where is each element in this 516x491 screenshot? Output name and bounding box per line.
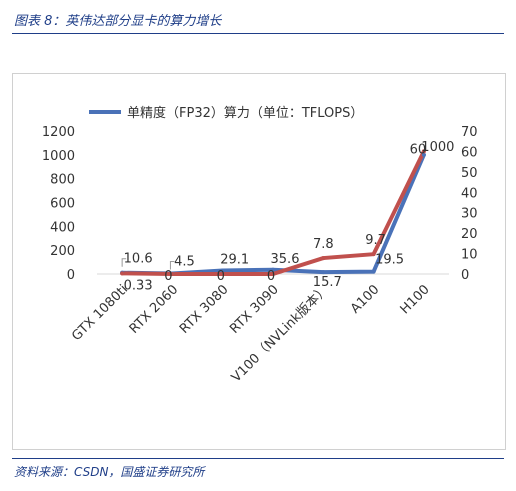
data-label-secondary: 0.33 xyxy=(124,278,153,293)
data-point-secondary xyxy=(120,271,125,276)
data-point-secondary xyxy=(421,149,426,154)
data-label-fp32: 4.5 xyxy=(174,254,195,269)
y-right-tick-label: 30 xyxy=(461,207,478,222)
legend-label: 单精度（FP32）算力（单位：TFLOPS） xyxy=(127,105,363,121)
x-tick-label: GTX 1080ti xyxy=(69,282,131,344)
source-rule xyxy=(12,458,504,459)
data-label-secondary: 9.7 xyxy=(365,233,386,248)
data-point-secondary xyxy=(271,272,275,276)
y-left-tick-label: 0 xyxy=(67,268,75,283)
y-right-tick-label: 20 xyxy=(461,227,478,242)
data-label-secondary: 7.8 xyxy=(313,237,334,252)
y-right-tick-label: 40 xyxy=(461,186,478,201)
y-left-tick-label: 1000 xyxy=(42,149,75,164)
data-label-fp32: 15.7 xyxy=(313,275,342,290)
y-right-tick-label: 0 xyxy=(461,268,469,283)
data-label-fp32: 19.5 xyxy=(375,253,404,268)
data-label-secondary: 0 xyxy=(217,269,225,284)
y-left-tick-label: 1200 xyxy=(42,125,75,140)
data-label-fp32: 1000 xyxy=(421,140,454,155)
data-label-secondary: 0 xyxy=(164,269,172,284)
title-rule xyxy=(12,33,504,34)
data-point-fp32 xyxy=(421,152,426,157)
x-tick-label: RTX 3080 xyxy=(177,282,232,337)
x-tick-label: A100 xyxy=(348,282,382,316)
data-label-secondary: 60 xyxy=(410,142,427,157)
data-label-fp32: 35.6 xyxy=(271,252,300,267)
y-left-tick-label: 600 xyxy=(50,197,75,212)
data-point-secondary xyxy=(170,272,175,276)
y-left-tick-label: 800 xyxy=(50,173,75,188)
x-tick-label: V100（NVLink版本） xyxy=(229,282,332,385)
label-leader xyxy=(169,260,175,270)
data-point-secondary xyxy=(371,252,376,257)
y-right-tick-label: 70 xyxy=(461,125,478,140)
data-label-secondary: 0 xyxy=(267,269,275,284)
y-right-tick-label: 10 xyxy=(461,248,478,263)
data-point-fp32 xyxy=(371,269,376,274)
source-note: 资料来源：CSDN，国盛证券研究所 xyxy=(14,465,205,479)
data-label-fp32: 10.6 xyxy=(124,252,153,267)
data-point-fp32 xyxy=(321,270,326,275)
y-left-tick-label: 400 xyxy=(50,220,75,235)
x-tick-label: H100 xyxy=(398,282,433,317)
data-point-secondary xyxy=(321,256,326,261)
y-left-tick-label: 200 xyxy=(50,244,75,259)
line-chart: 单精度（FP32）算力（单位：TFLOPS）020040060080010001… xyxy=(42,105,478,385)
y-right-tick-label: 50 xyxy=(461,166,478,181)
figure-title: 图表 8：英伟达部分显卡的算力增长 xyxy=(14,14,222,29)
data-point-fp32 xyxy=(271,267,275,272)
data-point-secondary xyxy=(220,272,225,276)
data-point-fp32 xyxy=(220,268,225,273)
y-right-tick-label: 60 xyxy=(461,145,478,160)
label-leader xyxy=(121,258,127,267)
chart-area: 单精度（FP32）算力（单位：TFLOPS） 0 200 400 600 800 1000 1… xyxy=(12,73,506,450)
data-label-fp32: 29.1 xyxy=(220,253,249,268)
x-tick-label: RTX 3090 xyxy=(227,282,282,337)
